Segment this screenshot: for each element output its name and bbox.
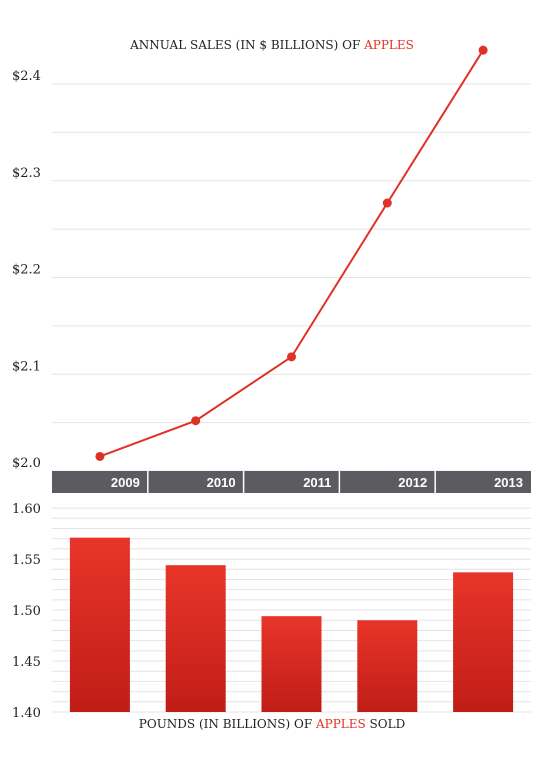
year-axis-band: 2009 2010 2011 2012 2013 (52, 471, 531, 493)
line-y-tick-label: $2.0 (12, 456, 41, 471)
bar-y-tick-label: 1.50 (12, 604, 41, 619)
year-label: 2010 (207, 475, 236, 490)
year-label: 2011 (303, 475, 331, 490)
bar-y-tick-label: 1.60 (12, 502, 41, 517)
bar (453, 572, 514, 712)
year-band-background (52, 471, 531, 493)
line-y-tick-label: $2.2 (12, 263, 41, 278)
line-chart-title-highlight: APPLES (363, 38, 414, 52)
line-y-tick-label: $2.4 (12, 69, 41, 84)
bar-chart-title-part-1: POUNDS (IN BILLIONS) OF (139, 717, 316, 731)
year-label: 2013 (494, 475, 523, 490)
bar (261, 616, 322, 712)
year-label: 2009 (111, 475, 140, 490)
line-y-tick-label: $2.1 (12, 359, 41, 374)
line-chart-title-part-1: ANNUAL SALES (IN $ BILLIONS) OF (129, 38, 364, 52)
line-y-tick-label: $2.3 (12, 166, 41, 181)
line-point (191, 416, 201, 426)
bar (357, 620, 418, 712)
bar (69, 537, 130, 712)
bar-chart-y-axis: 1.40 1.45 1.50 1.55 1.60 (12, 502, 41, 721)
line-point (382, 198, 392, 208)
line-point (95, 451, 105, 461)
bar-chart-title-highlight: APPLES (315, 717, 366, 731)
line-chart-y-axis: $2.0 $2.1 $2.2 $2.3 $2.4 (12, 69, 41, 471)
bar-series (69, 537, 514, 712)
line-point (287, 352, 296, 362)
year-label: 2012 (398, 475, 427, 490)
line-series-path (99, 49, 484, 458)
bar-y-tick-label: 1.40 (12, 706, 41, 721)
line-point (478, 45, 488, 55)
bar-chart-title: POUNDS (IN BILLIONS) OF APPLES SOLD (139, 717, 405, 731)
line-chart-title: ANNUAL SALES (IN $ BILLIONS) OF APPLES (129, 38, 414, 52)
bar-y-tick-label: 1.55 (12, 553, 41, 568)
bar-y-tick-label: 1.45 (12, 655, 41, 670)
line-chart-gridlines (52, 83, 531, 472)
bar (165, 565, 226, 712)
line-series (95, 45, 488, 461)
bar-chart-title-part-3: SOLD (366, 717, 405, 731)
